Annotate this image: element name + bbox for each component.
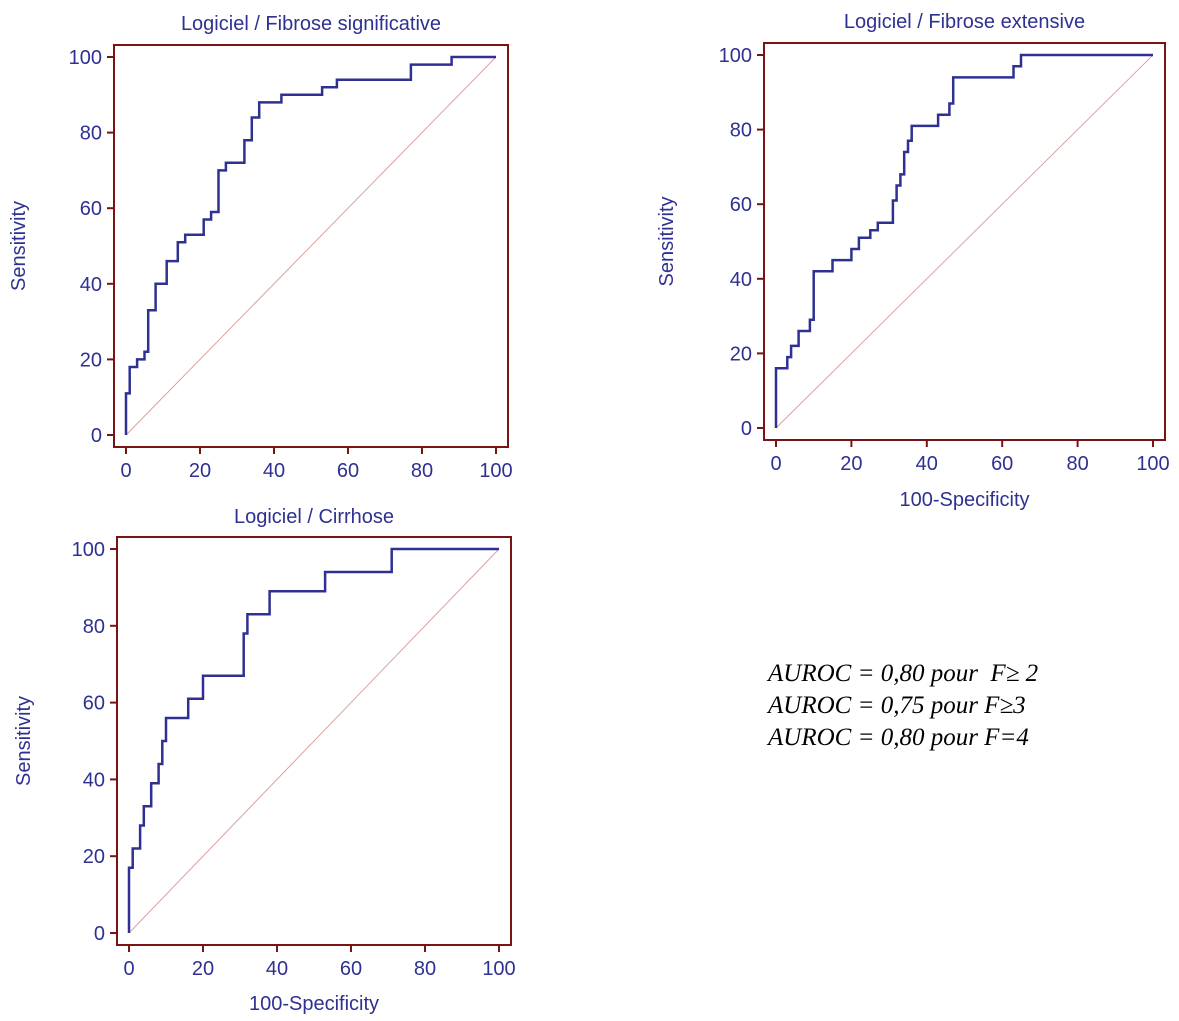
chart-0-plot-frame [113,44,509,448]
chart-1-roc-curve-0 [774,53,1153,428]
chart-1-x-tick-label: 20 [840,453,862,475]
chart-2-y-axis-label: Sensitivity [13,696,35,786]
chart-0-title: Logiciel / Fibrose significative [181,13,441,35]
chart-1-x-tick-label: 0 [770,453,781,475]
chart-1-diagonal-line [775,54,1154,429]
chart-2-x-tick-label: 60 [340,958,362,980]
chart-2-y-tick-label: 100 [72,539,105,561]
chart-1-x-tick-label: 40 [916,453,938,475]
chart-2-y-tick-label: 20 [83,846,105,868]
chart-0-diagonal-line [125,56,497,436]
chart-0-y-tick-label: 20 [80,349,102,371]
chart-2-diagonal-line [128,548,500,934]
chart-0-y-tick-label: 40 [80,274,102,296]
roc-chart-fibrose-extensive: 0 20 40 60 80 100 0 20 40 60 80 100 Logiciel / Fibro… [656,11,1170,511]
chart-0-y-tick-label: 80 [80,123,102,145]
chart-2-x-axis-label: 100-Specificity [249,993,379,1015]
chart-0-x-tick-label: 100 [479,460,512,482]
chart-2-plot-frame [116,536,512,946]
chart-1-y-tick-label: 0 [741,418,752,440]
chart-1-y-axis-label: Sensitivity [656,196,678,286]
chart-1-x-tick-label: 60 [991,453,1013,475]
chart-0-y-tick-label: 60 [80,198,102,220]
chart-1-x-tick-label: 80 [1066,453,1088,475]
chart-1-y-tick-label: 80 [730,120,752,142]
chart-2-roc-curve-0 [127,547,499,933]
chart-0-y-axis-label: Sensitivity [8,201,30,291]
chart-2-x-tick-label: 40 [266,958,288,980]
chart-1-plot-frame [763,42,1166,441]
chart-1-title: Logiciel / Fibrose extensive [844,11,1085,33]
chart-1-y-tick-label: 20 [730,343,752,365]
auroc-annotation-f4: AUROC = 0,80 pour F=4 [768,724,1029,751]
chart-2-x-tick-label: 100 [482,958,515,980]
chart-1-x-tick-label: 100 [1136,453,1169,475]
chart-2-title: Logiciel / Cirrhose [234,506,394,528]
auroc-annotation-f2: AUROC = 0,80 pour F≥ 2 [768,660,1039,687]
auroc-annotation-f3: AUROC = 0,75 pour F≥3 [768,692,1026,719]
chart-2-x-tick-label: 80 [414,958,436,980]
chart-0-y-tick-label: 0 [91,425,102,447]
chart-1-x-axis-label: 100-Specificity [899,489,1029,511]
chart-0-roc-curve-0 [124,55,496,435]
chart-1-y-tick-label: 40 [730,269,752,291]
chart-0-x-tick-label: 40 [263,460,285,482]
chart-2-y-tick-label: 40 [83,769,105,791]
chart-1-y-tick-label: 60 [730,194,752,216]
auroc-annotation-block: AUROC = 0,80 pour F≥ 2 AUROC = 0,75 pour… [768,658,1168,754]
chart-2-y-tick-label: 80 [83,616,105,638]
chart-0-x-tick-label: 20 [189,460,211,482]
chart-2-x-tick-label: 0 [123,958,134,980]
chart-1-y-tick-label: 100 [719,45,752,67]
chart-0-x-tick-label: 60 [337,460,359,482]
roc-chart-fibrose-significative: 0 20 40 60 80 100 0 20 40 60 80 100 Logiciel / Fibro… [8,13,513,482]
roc-chart-cirrhose: 0 20 40 60 80 100 0 20 40 60 80 100 Logiciel / Cirrh… [13,506,516,1015]
chart-0-y-tick-label: 100 [69,47,102,69]
chart-2-y-tick-label: 0 [94,923,105,945]
chart-2-x-tick-label: 20 [192,958,214,980]
chart-2-y-tick-label: 60 [83,693,105,715]
chart-0-x-tick-label: 0 [120,460,131,482]
chart-0-x-tick-label: 80 [411,460,433,482]
